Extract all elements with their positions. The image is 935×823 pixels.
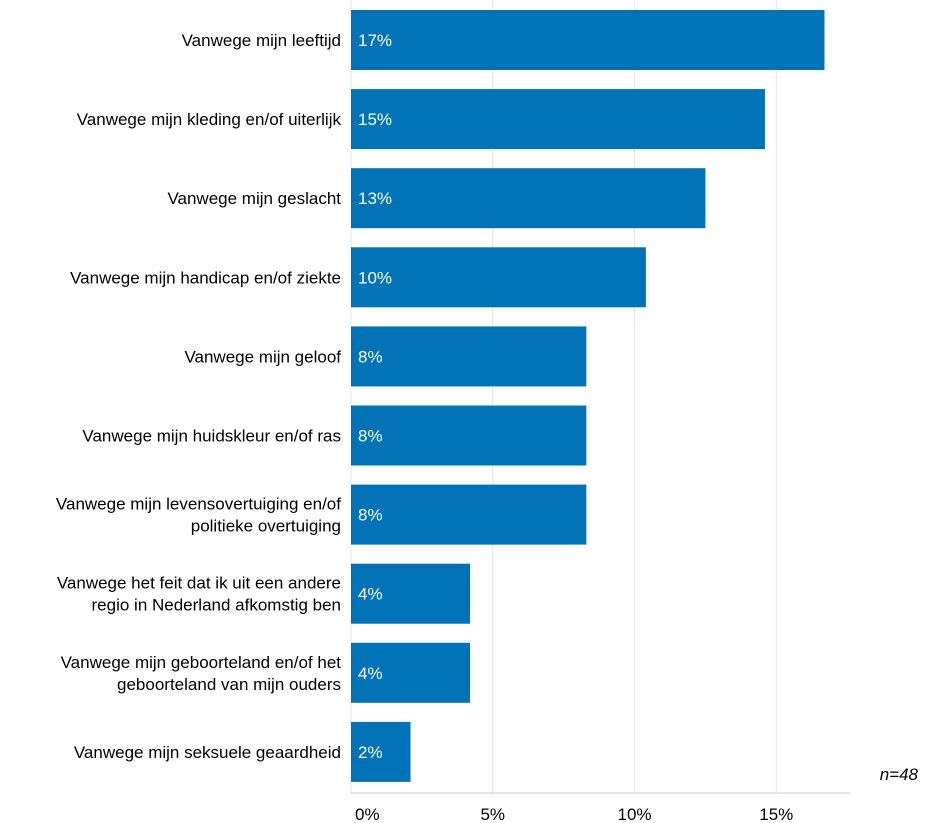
bar-10 bbox=[351, 721, 411, 782]
category-labels: Vanwege mijn leeftijd Vanwege mijn kledin… bbox=[56, 31, 342, 762]
bar-3 bbox=[351, 168, 706, 229]
bar-7 bbox=[351, 484, 587, 545]
bar-2 bbox=[351, 89, 765, 150]
bars bbox=[351, 10, 825, 782]
category-label-8: Vanwege het feit dat ik uit een andere re… bbox=[57, 574, 341, 615]
bar-5 bbox=[351, 326, 587, 387]
value-label-7: 8% bbox=[358, 506, 383, 525]
category-label-1: Vanwege mijn leeftijd bbox=[182, 31, 341, 50]
value-label-6: 8% bbox=[358, 427, 383, 446]
value-label-4: 10% bbox=[358, 268, 392, 287]
bar-4 bbox=[351, 247, 646, 308]
value-label-3: 13% bbox=[358, 189, 392, 208]
sample-size-note: n=48 bbox=[880, 765, 919, 784]
category-label-6: Vanwege mijn huidskleur en/of ras bbox=[82, 427, 341, 446]
value-labels: 17% 15% 13% 10% 8% 8% 8% 4% 4% 2% bbox=[358, 31, 392, 762]
category-label-7: Vanwege mijn levensovertuiging en/of poli… bbox=[56, 495, 341, 536]
category-label-4: Vanwege mijn handicap en/of ziekte bbox=[70, 268, 341, 287]
category-label-10: Vanwege mijn seksuele geaardheid bbox=[74, 743, 341, 762]
value-label-9: 4% bbox=[358, 664, 383, 683]
x-tick-label-0%: 0% bbox=[355, 805, 380, 823]
x-tick-label-5%: 5% bbox=[480, 805, 505, 823]
bar-9 bbox=[351, 642, 471, 703]
value-label-1: 17% bbox=[358, 31, 392, 50]
value-label-2: 15% bbox=[358, 110, 392, 129]
value-label-5: 8% bbox=[358, 347, 383, 366]
category-label-5: Vanwege mijn geloof bbox=[184, 347, 341, 366]
x-axis: 0% 5% 10% 15% bbox=[351, 792, 850, 823]
bar-8 bbox=[351, 563, 471, 624]
bar-1 bbox=[351, 10, 825, 70]
x-tick-label-10%: 10% bbox=[618, 805, 652, 823]
value-label-10: 2% bbox=[358, 743, 383, 762]
category-label-3: Vanwege mijn geslacht bbox=[167, 189, 341, 208]
bar-6 bbox=[351, 405, 587, 466]
x-tick-label-15%: 15% bbox=[759, 805, 793, 823]
category-label-2: Vanwege mijn kleding en/of uiterlijk bbox=[77, 110, 342, 129]
category-label-9: Vanwege mijn geboorteland en/of het geboo… bbox=[61, 653, 342, 694]
value-label-8: 4% bbox=[358, 585, 383, 604]
